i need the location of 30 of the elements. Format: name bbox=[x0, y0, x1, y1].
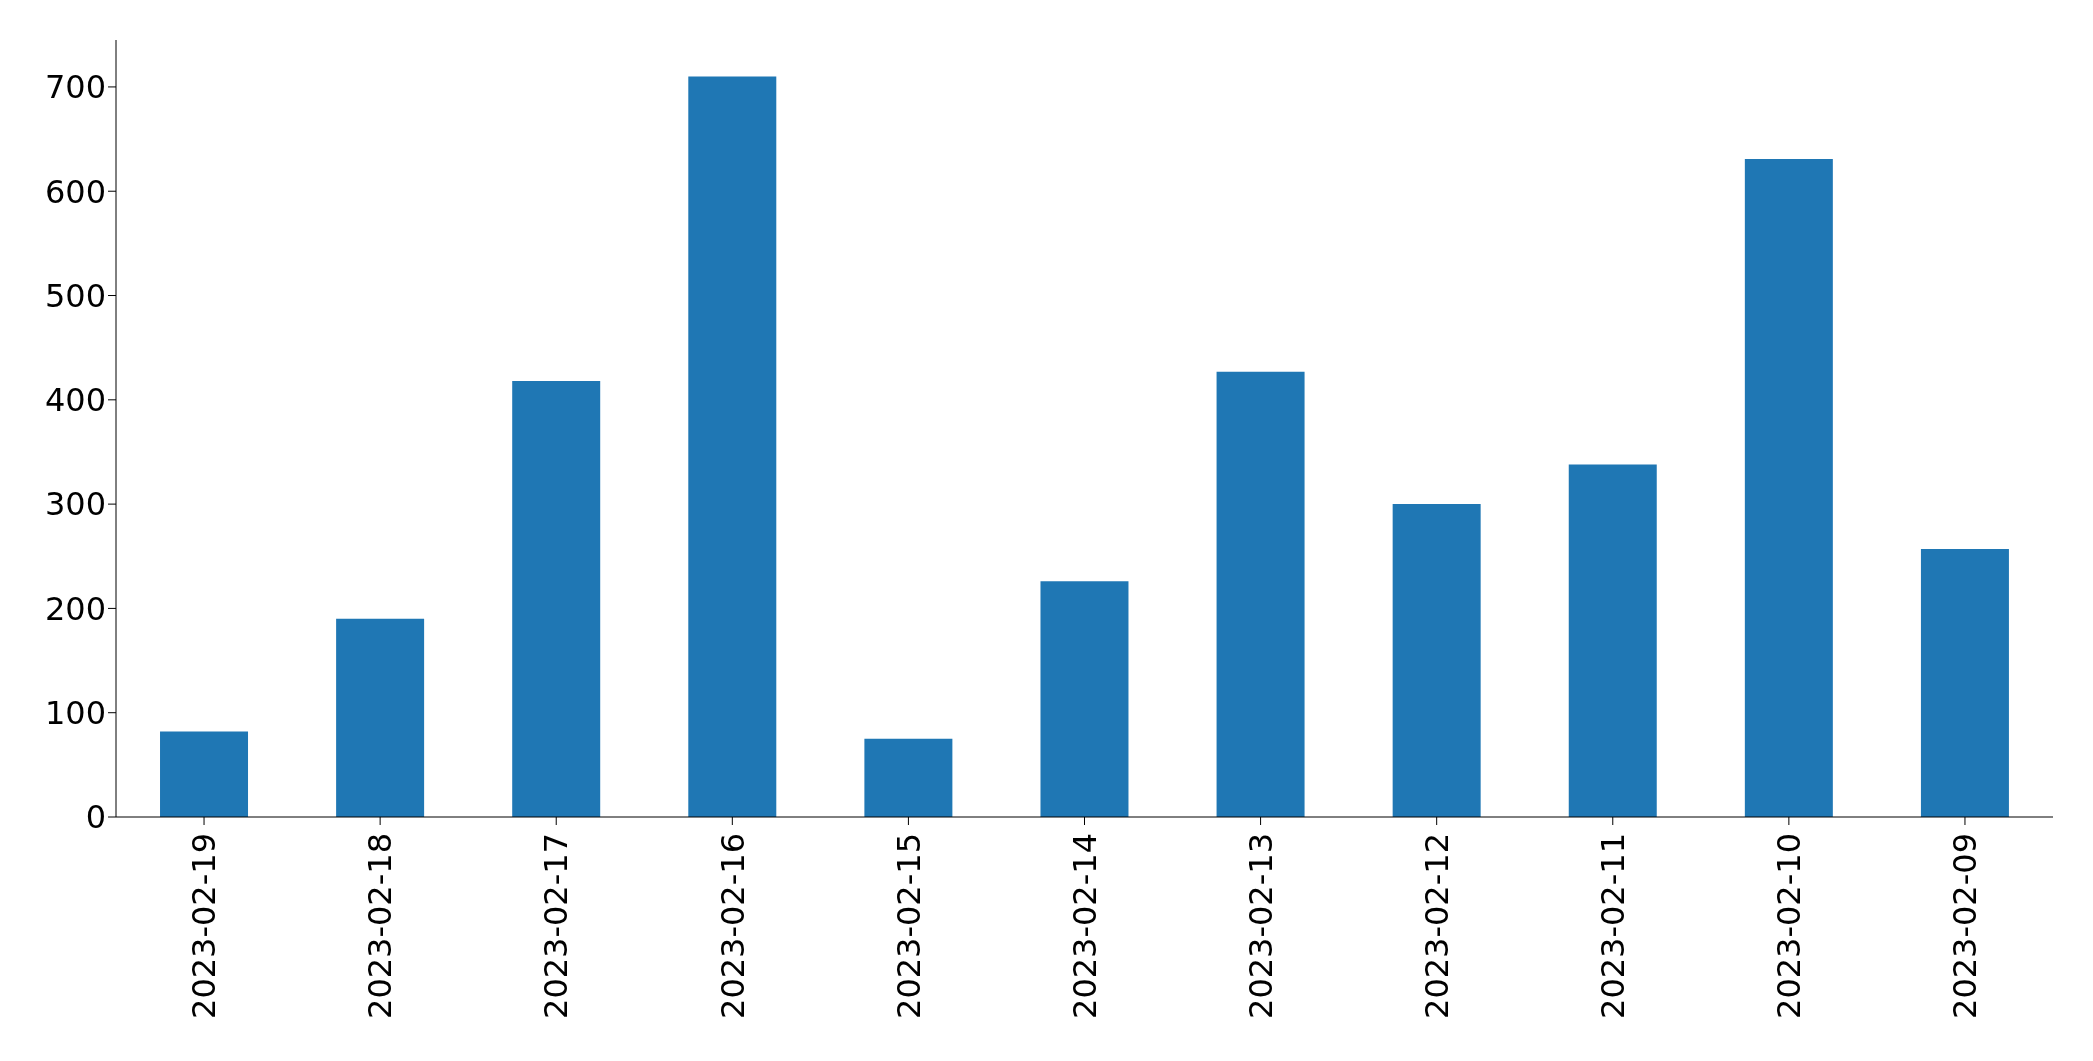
x-tick-label: 2023-02-11 bbox=[1593, 833, 1632, 1019]
y-tick-label: 600 bbox=[44, 172, 106, 211]
y-tick-label: 500 bbox=[44, 276, 106, 315]
bar bbox=[1040, 581, 1129, 817]
bar bbox=[1744, 158, 1833, 817]
bar bbox=[1920, 548, 2009, 817]
y-tick-label: 200 bbox=[44, 589, 106, 628]
bar bbox=[864, 738, 953, 817]
x-tick-label: 2023-02-17 bbox=[537, 833, 576, 1019]
x-tick-label: 2023-02-19 bbox=[185, 833, 224, 1019]
bar bbox=[512, 381, 601, 817]
bar bbox=[336, 618, 425, 817]
y-tick-label: 700 bbox=[44, 68, 106, 107]
x-tick-label: 2023-02-09 bbox=[1946, 833, 1985, 1019]
bar bbox=[1216, 371, 1305, 817]
bar bbox=[688, 76, 777, 817]
x-tick-label: 2023-02-14 bbox=[1065, 833, 1104, 1019]
x-tick-label: 2023-02-10 bbox=[1770, 833, 1809, 1019]
y-tick-label: 400 bbox=[44, 381, 106, 420]
x-tick-label: 2023-02-16 bbox=[713, 833, 752, 1019]
x-tick-label: 2023-02-18 bbox=[361, 833, 400, 1019]
bar bbox=[160, 731, 249, 817]
x-tick-label: 2023-02-13 bbox=[1241, 833, 1280, 1019]
y-tick-label: 0 bbox=[85, 798, 106, 837]
y-tick-label: 100 bbox=[44, 694, 106, 733]
x-tick-label: 2023-02-15 bbox=[889, 833, 928, 1019]
bar bbox=[1568, 464, 1657, 817]
bar bbox=[1392, 504, 1481, 817]
x-tick-label: 2023-02-12 bbox=[1417, 833, 1456, 1019]
y-tick-label: 300 bbox=[44, 485, 106, 524]
